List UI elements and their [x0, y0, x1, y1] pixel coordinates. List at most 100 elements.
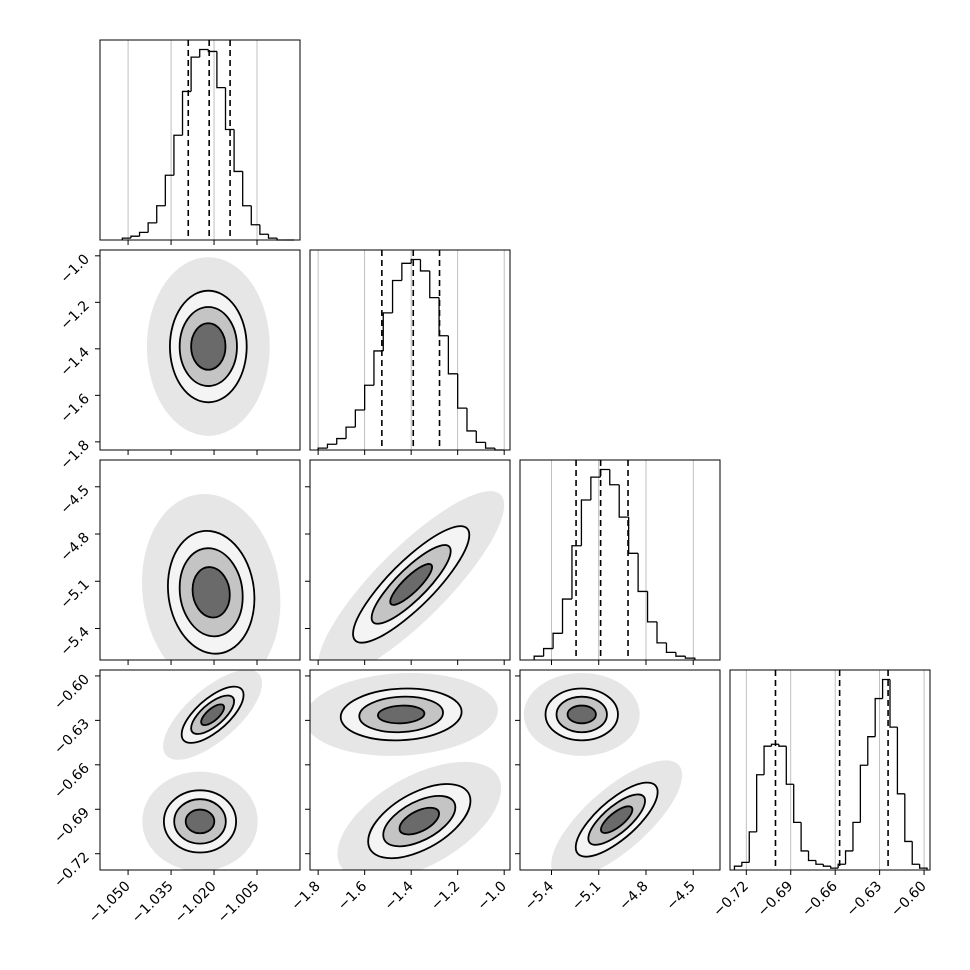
histogram-step — [618, 484, 629, 518]
histogram-step — [859, 764, 868, 823]
histogram-step — [807, 850, 816, 862]
histogram-step — [844, 850, 853, 865]
panel-frame — [309, 249, 511, 451]
panel-frame — [99, 249, 301, 451]
x-tick-label: −5.1 — [569, 878, 604, 913]
histogram-step — [763, 745, 772, 775]
histogram-step — [881, 678, 890, 699]
histogram-step — [354, 409, 365, 428]
histogram-step — [401, 262, 412, 281]
contour — [186, 810, 215, 834]
contour — [601, 801, 632, 839]
density-area — [147, 257, 270, 436]
density-panel: −5.4 −5.1 −4.8 −4.5 — [57, 459, 301, 665]
y-tick-label: −1.2 — [57, 298, 92, 333]
histogram-step — [336, 437, 347, 445]
x-tick-label: −5.4 — [522, 878, 557, 913]
histogram-step — [552, 632, 563, 649]
x-tick-label: −1.050 — [86, 878, 134, 926]
histogram-step — [609, 469, 620, 486]
contour — [568, 706, 596, 724]
histogram-step — [250, 205, 260, 226]
histogram-panel — [519, 459, 721, 665]
histogram-step — [382, 312, 393, 351]
histogram-step — [590, 476, 601, 500]
histogram-step — [637, 553, 648, 593]
histogram-step — [911, 841, 920, 865]
panel-frame — [309, 459, 511, 661]
density-panel — [305, 459, 511, 665]
histogram-step — [770, 743, 779, 747]
x-tick-label: −0.63 — [844, 878, 886, 920]
histogram-step — [130, 235, 140, 239]
histogram-step — [173, 134, 183, 176]
histogram-step — [326, 443, 337, 449]
density-area — [142, 670, 262, 870]
histogram-step — [646, 591, 658, 623]
histogram-step — [874, 697, 883, 737]
histogram-step — [748, 831, 757, 863]
panel-frame — [519, 669, 721, 871]
histogram-step — [121, 237, 131, 240]
histogram-step — [822, 864, 831, 867]
x-tick-label: −4.5 — [664, 878, 699, 913]
x-tick-label: −0.66 — [799, 878, 841, 920]
contour — [191, 323, 225, 370]
histogram-step — [216, 51, 226, 89]
panel-frame — [99, 459, 301, 661]
histogram-step — [837, 863, 846, 869]
y-tick-label: −5.4 — [57, 624, 92, 659]
density-area — [524, 673, 682, 870]
histogram-step — [542, 647, 554, 657]
histogram-step — [889, 679, 898, 728]
histogram-step — [364, 384, 374, 410]
histogram-step — [147, 222, 157, 233]
histogram-panel — [309, 249, 511, 455]
histogram-step — [684, 656, 696, 660]
x-tick-label: −1.005 — [215, 878, 263, 926]
x-tick-label: −1.4 — [381, 878, 416, 913]
histogram-step — [317, 447, 328, 450]
density-panel: −1.8 −1.6 −1.4 −1.2 −1.0 — [57, 249, 301, 473]
density-area — [142, 485, 280, 660]
y-tick-label: −5.1 — [57, 577, 92, 612]
histogram-step — [904, 793, 913, 843]
x-tick-label: −0.69 — [755, 878, 797, 920]
histogram-step — [207, 49, 217, 53]
histogram-step — [475, 430, 486, 444]
histogram-step — [181, 90, 192, 136]
histogram-step — [628, 517, 639, 554]
histogram-step — [373, 350, 384, 386]
histogram-step — [733, 865, 742, 870]
x-tick-label: −1.020 — [172, 878, 220, 926]
contour — [390, 556, 432, 612]
x-tick-label: −0.72 — [710, 878, 752, 920]
density-area — [310, 669, 501, 870]
x-tick-label: −1.6 — [335, 878, 370, 913]
x-tick-label: −1.2 — [428, 878, 463, 913]
histogram-step — [484, 442, 495, 449]
histogram-step — [896, 727, 905, 795]
histogram-step — [345, 426, 356, 439]
histogram-step — [429, 270, 440, 299]
y-tick-label: −0.66 — [51, 760, 93, 802]
panel-frame — [99, 669, 301, 871]
histogram-step — [164, 174, 174, 206]
density-panel: −1.050−1.035−1.020−1.005−0.72−0.69−0.66−… — [51, 669, 301, 926]
contour — [193, 565, 230, 620]
histogram-step — [438, 297, 449, 337]
histogram-step — [457, 373, 467, 409]
contour — [400, 803, 440, 840]
y-tick-label: −1.0 — [57, 251, 92, 286]
y-tick-label: −4.8 — [57, 530, 92, 565]
density-panel: −5.4 −5.1 −4.8 −4.5 — [515, 669, 721, 914]
histogram-step — [778, 744, 787, 747]
panel-frame — [519, 459, 721, 661]
y-tick-label: −0.63 — [51, 716, 93, 758]
histogram-step — [830, 866, 839, 869]
y-tick-label: −0.60 — [51, 671, 93, 713]
histogram-step — [741, 861, 750, 867]
histogram-step — [267, 234, 278, 239]
histogram-step — [815, 860, 824, 865]
